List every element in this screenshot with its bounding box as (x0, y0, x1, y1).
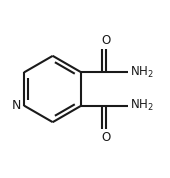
Text: O: O (101, 34, 111, 47)
Text: NH$_2$: NH$_2$ (130, 65, 153, 80)
Text: N: N (12, 99, 21, 112)
Text: NH$_2$: NH$_2$ (130, 98, 153, 113)
Text: O: O (101, 131, 111, 144)
